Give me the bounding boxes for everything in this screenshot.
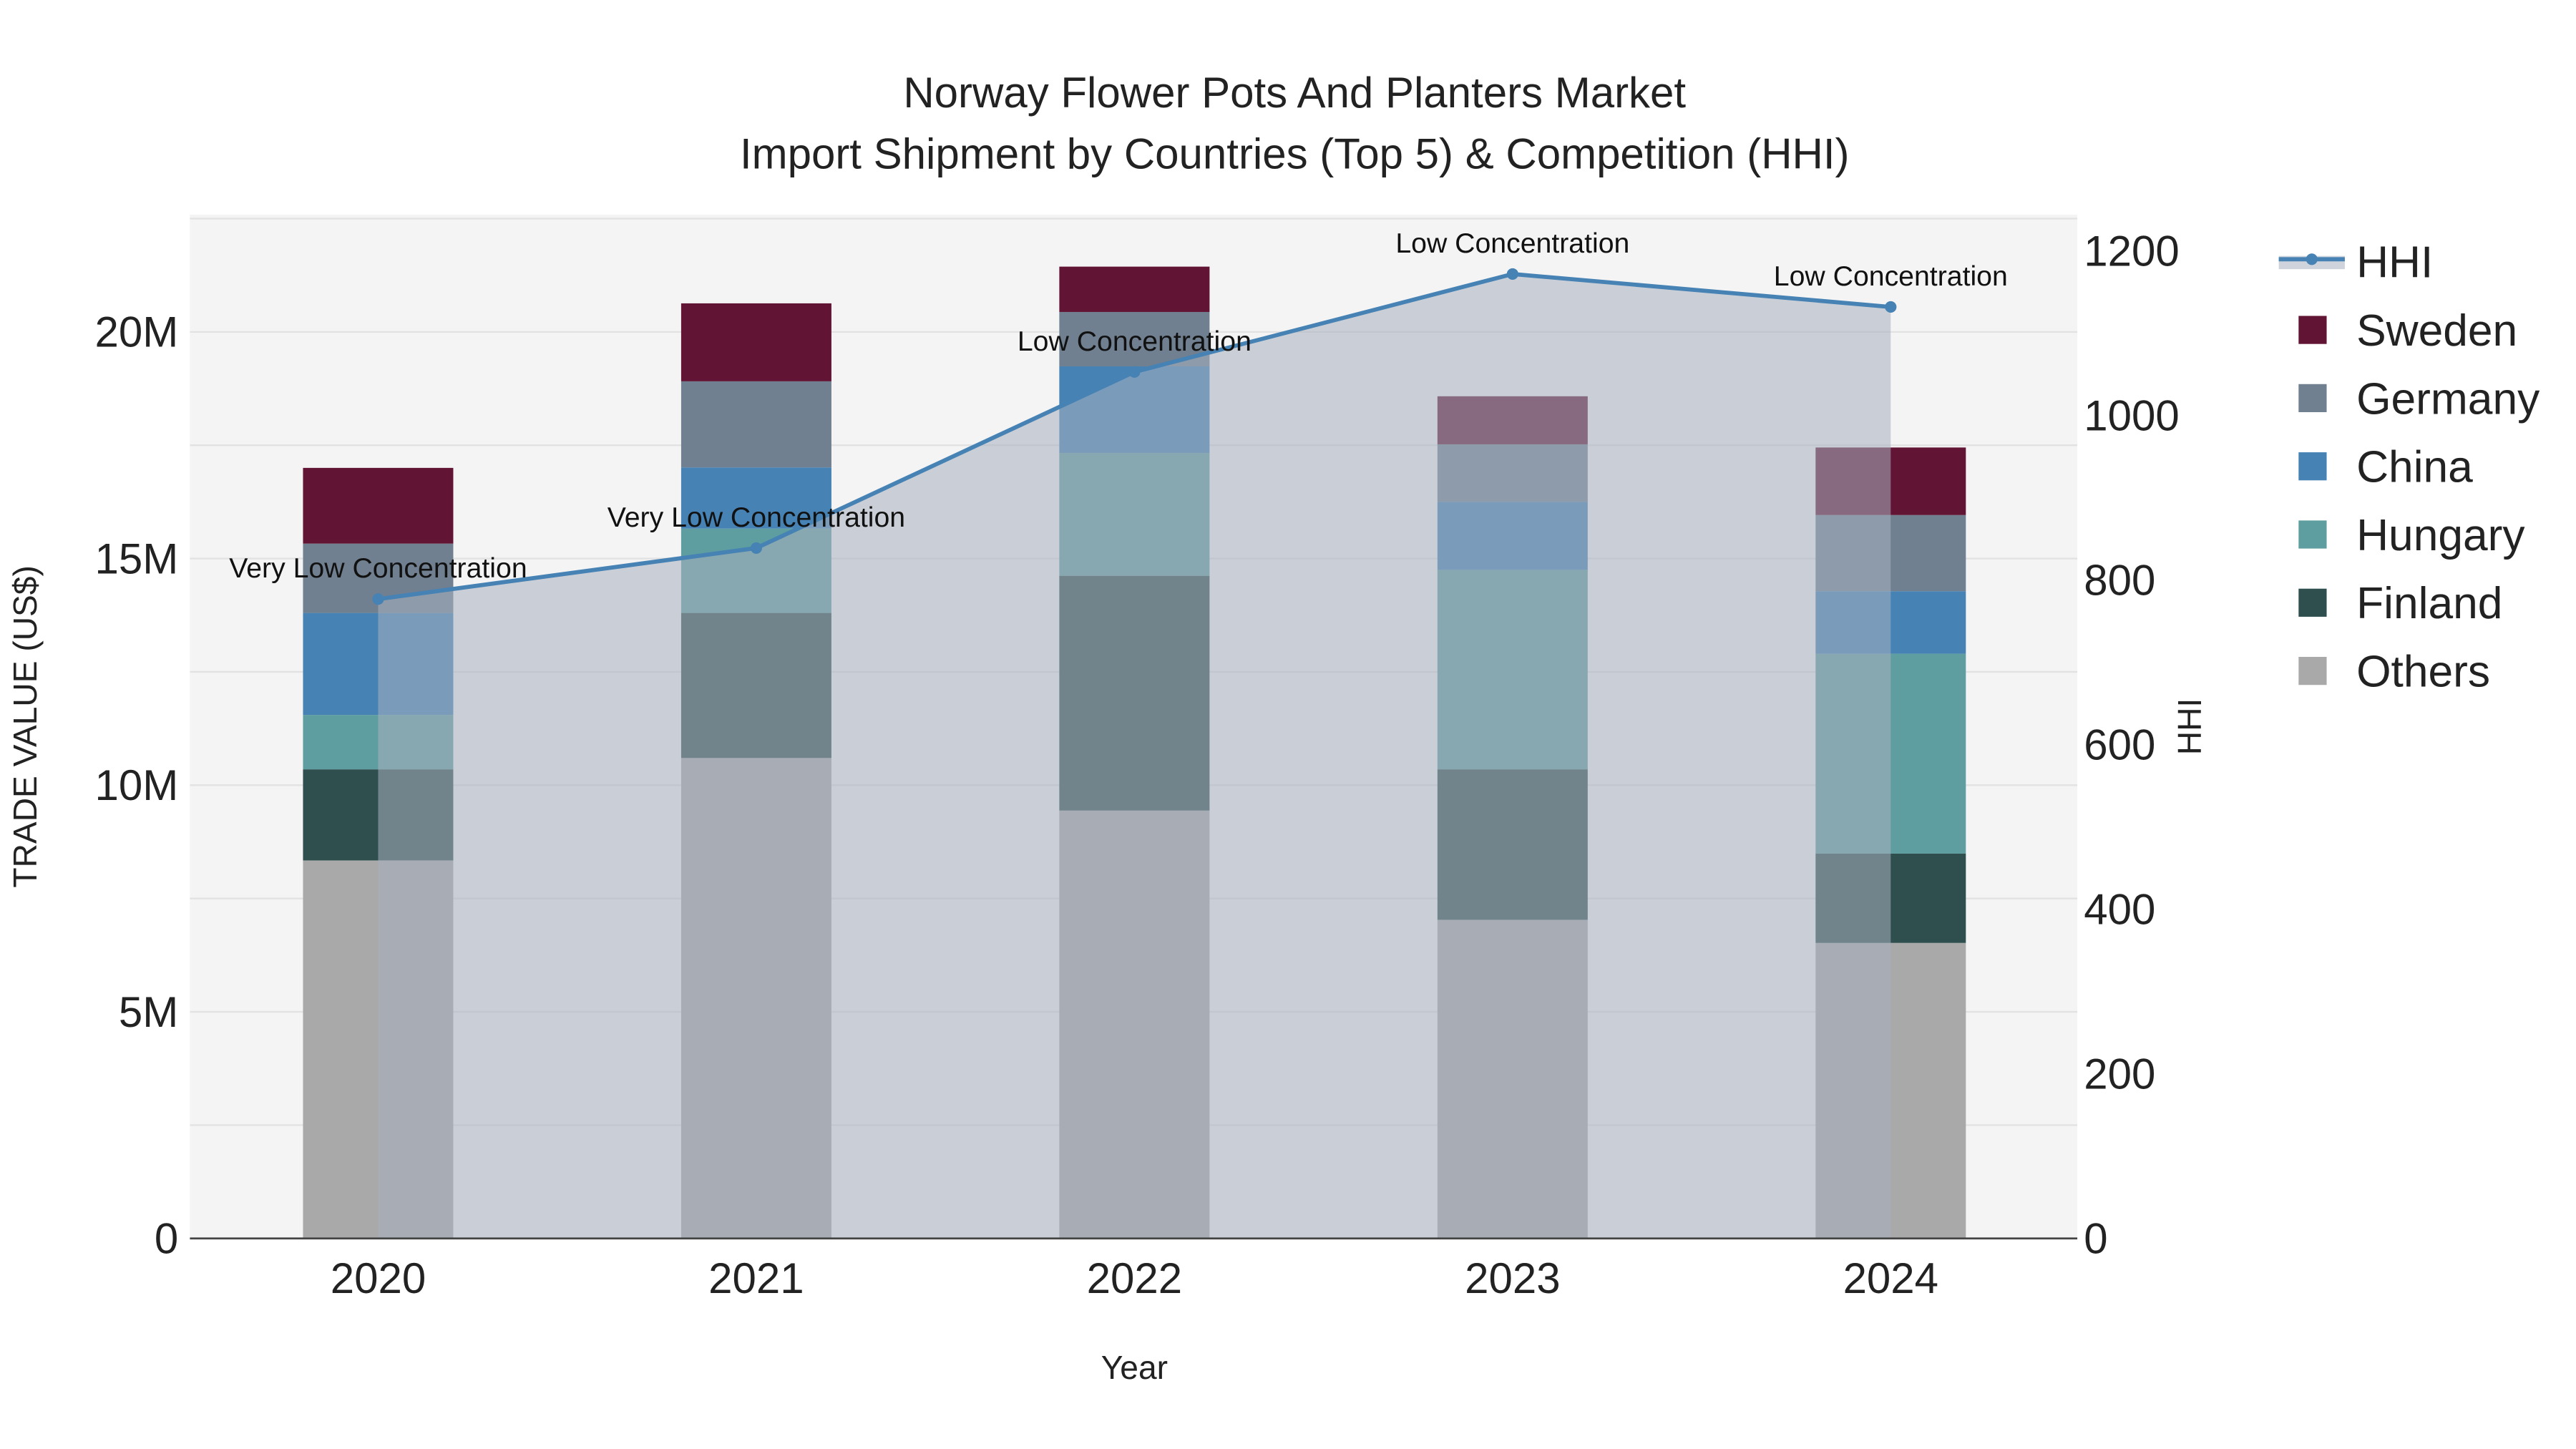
hhi-annotation: Low Concentration [1395, 228, 1629, 259]
legend-label: Sweden [2356, 306, 2517, 356]
legend-swatch [2298, 520, 2327, 549]
legend-swatch [2298, 588, 2327, 617]
bar-sweden-2020[interactable] [303, 467, 454, 544]
y2-axis-title: HHI [2171, 698, 2208, 755]
legend-label: HHI [2356, 238, 2433, 288]
legend-label: Others [2356, 648, 2490, 697]
legend-item-hungary[interactable]: Hungary [2298, 511, 2525, 560]
x-tick-label: 2022 [1087, 1254, 1182, 1302]
legend-swatch [2298, 657, 2327, 686]
y2-tick-label: 200 [2084, 1050, 2155, 1098]
legend: HHI Sweden Germany China Hungary Finland Other… [2278, 238, 2540, 697]
hhi-point[interactable] [1506, 268, 1518, 280]
legend-item-others[interactable]: Others [2298, 648, 2490, 697]
y2-tick-label: 1000 [2084, 392, 2179, 440]
y-tick-label: 20M [95, 308, 179, 356]
hhi-point[interactable] [372, 593, 384, 605]
y-tick-label: 0 [155, 1215, 178, 1263]
y2-tick-label: 400 [2084, 886, 2155, 934]
y2-tick-label: 800 [2084, 557, 2155, 605]
chart-title-line1: Norway Flower Pots And Planters Market [903, 69, 1686, 117]
y-axis-title: TRADE VALUE (US$) [6, 565, 44, 887]
hhi-point[interactable] [1885, 301, 1897, 313]
legend-label: Finland [2356, 579, 2502, 628]
hhi-area [378, 273, 1891, 1239]
y2-tick-label: 0 [2084, 1215, 2107, 1263]
legend-label: Hungary [2356, 511, 2525, 560]
x-tick-label: 2020 [331, 1254, 426, 1302]
hhi-annotation: Low Concentration [1774, 260, 2008, 292]
y2-tick-label: 600 [2084, 721, 2155, 769]
legend-swatch-marker [2306, 253, 2318, 265]
x-tick-label: 2021 [708, 1254, 804, 1302]
legend-item-finland[interactable]: Finland [2298, 579, 2502, 628]
x-axis-title: Year [1101, 1349, 1168, 1386]
hhi-annotation: Low Concentration [1018, 326, 1252, 357]
legend-swatch [2298, 384, 2327, 412]
hhi-line: Very Low Concentration Very Low Concentra… [229, 228, 2008, 605]
legend-swatch [2298, 316, 2327, 344]
hhi-point[interactable] [1128, 366, 1141, 378]
legend-item-germany[interactable]: Germany [2298, 374, 2540, 424]
y-tick-label: 5M [119, 988, 178, 1036]
legend-label: China [2356, 443, 2473, 492]
bar-sweden-2021[interactable] [680, 303, 831, 381]
y-tick-label: 10M [95, 761, 179, 809]
hhi-point[interactable] [750, 542, 762, 554]
axes: 0 5M 10M 15M 20M 0 200 400 600 800 1000 1200 2020 202… [95, 228, 2180, 1302]
legend-item-sweden[interactable]: Sweden [2298, 306, 2517, 356]
legend-swatch [2298, 452, 2327, 481]
bar-germany-2021[interactable] [680, 381, 831, 468]
hhi-area-fill [378, 273, 1891, 1239]
hhi-annotation: Very Low Concentration [608, 502, 905, 533]
hhi-annotation: Very Low Concentration [229, 552, 527, 584]
chart-title-line2: Import Shipment by Countries (Top 5) & C… [740, 130, 1850, 177]
x-tick-label: 2024 [1843, 1254, 1938, 1302]
y2-tick-label: 1200 [2084, 228, 2179, 275]
y-tick-label: 15M [95, 535, 179, 582]
bar-sweden-2022[interactable] [1059, 266, 1210, 312]
bar-china-2021[interactable] [680, 467, 831, 529]
legend-label: Germany [2356, 374, 2540, 424]
legend-item-china[interactable]: China [2298, 443, 2473, 492]
legend-item-hhi[interactable]: HHI [2278, 238, 2434, 288]
x-tick-label: 2023 [1465, 1254, 1560, 1302]
